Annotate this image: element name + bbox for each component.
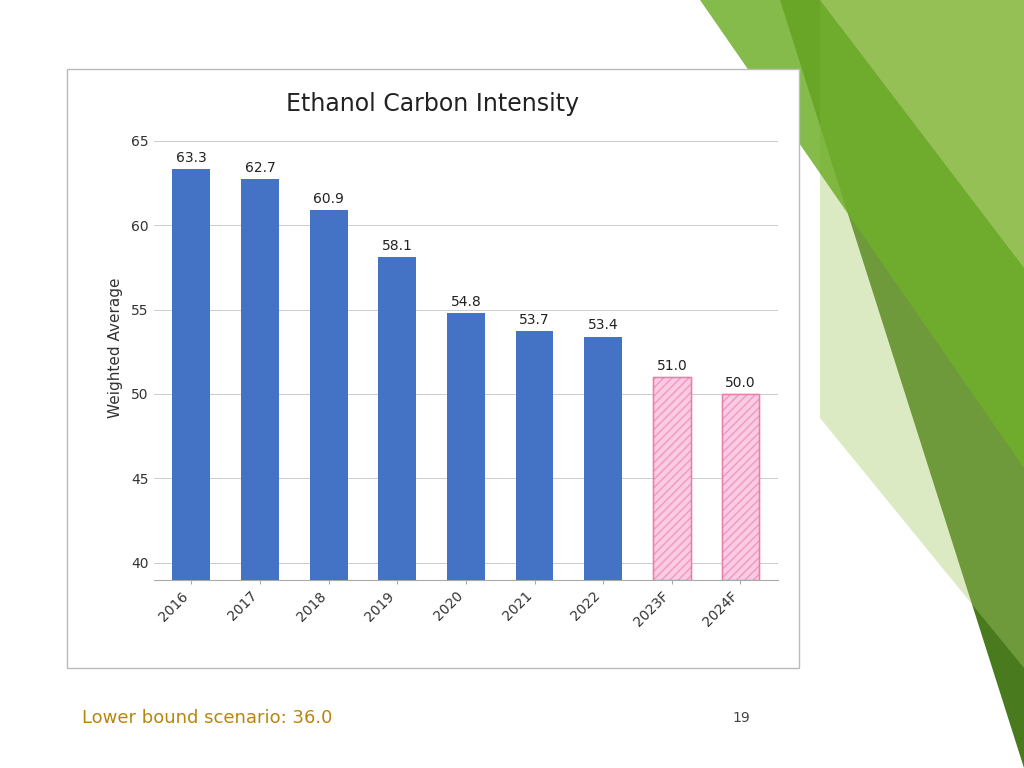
Bar — [172, 169, 210, 580]
Bar — [722, 394, 760, 580]
Bar — [241, 180, 279, 580]
Polygon shape — [780, 0, 1024, 768]
Bar — [309, 210, 347, 580]
Text: 50.0: 50.0 — [725, 376, 756, 390]
Polygon shape — [820, 0, 1024, 668]
Text: 53.4: 53.4 — [588, 318, 618, 333]
Text: 58.1: 58.1 — [382, 239, 413, 253]
Text: Lower bound scenario: 36.0: Lower bound scenario: 36.0 — [82, 709, 333, 727]
Bar — [722, 394, 760, 580]
Bar — [447, 313, 484, 580]
Bar — [653, 377, 691, 580]
Polygon shape — [820, 0, 1024, 268]
Bar — [653, 377, 691, 580]
Text: 54.8: 54.8 — [451, 295, 481, 309]
Bar — [585, 336, 622, 580]
Polygon shape — [700, 0, 1024, 468]
Text: Ethanol Carbon Intensity: Ethanol Carbon Intensity — [286, 91, 580, 116]
Y-axis label: Weighted Average: Weighted Average — [108, 277, 123, 418]
Text: 62.7: 62.7 — [245, 161, 275, 175]
Text: 63.3: 63.3 — [176, 151, 207, 165]
Text: 19: 19 — [732, 711, 750, 725]
Text: 51.0: 51.0 — [656, 359, 687, 373]
Bar — [379, 257, 416, 580]
Text: 60.9: 60.9 — [313, 191, 344, 206]
Bar — [516, 332, 553, 580]
Text: 53.7: 53.7 — [519, 313, 550, 327]
